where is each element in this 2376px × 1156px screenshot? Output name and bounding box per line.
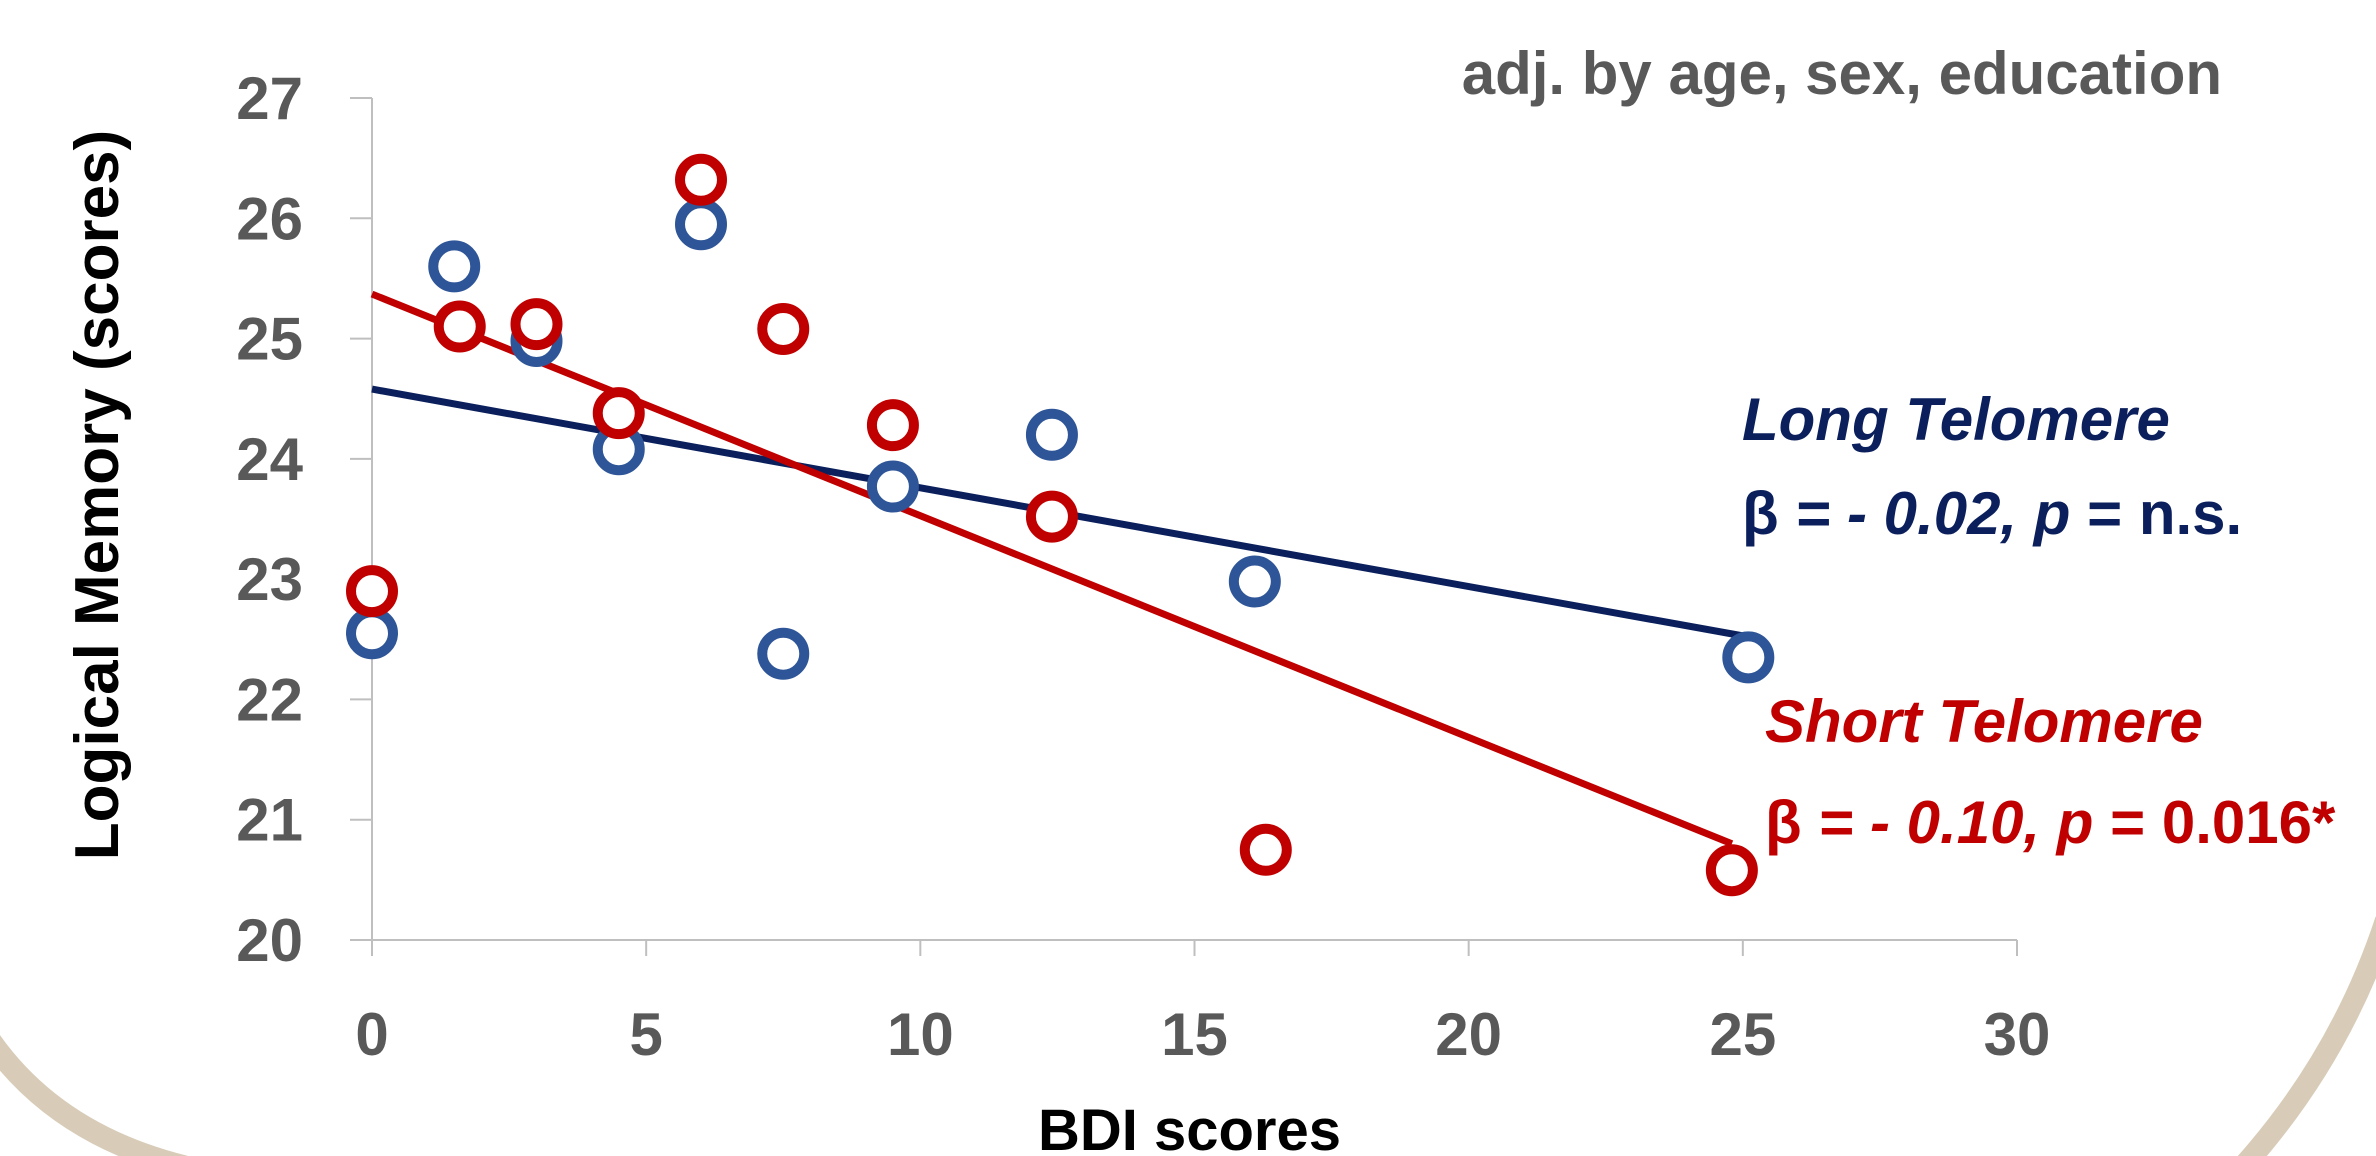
trend-lines	[370, 290, 1749, 848]
axes: 0 5 10 15 20 25 30 20 21 22 23 24 25 26 27	[236, 65, 2050, 1068]
short-telomere-stat-eq: =	[2093, 789, 2161, 856]
data-points	[346, 153, 1775, 897]
y-tick-label: 20	[236, 907, 303, 974]
short-telomere-stat-p: p	[2055, 789, 2094, 856]
long-telomere-point	[866, 460, 919, 513]
short-telomere-name-label: Short Telomere	[1765, 688, 2203, 755]
short-telomere-point	[592, 387, 645, 440]
long-telomere-stat-p: p	[2032, 480, 2071, 547]
y-tick-label: 23	[236, 546, 303, 613]
y-tick-label: 27	[236, 65, 303, 132]
y-axis-title: Logical Memory (scores)	[63, 130, 132, 860]
short-telomere-point	[1705, 844, 1758, 897]
long-telomere-stat-pvalue: n.s.	[2139, 480, 2242, 547]
long-telomere-point	[1722, 631, 1775, 684]
x-tick-label: 30	[1984, 1001, 2051, 1068]
long-telomere-point	[346, 607, 398, 660]
long-telomere-point	[1228, 555, 1281, 608]
long-telomere-name-label: Long Telomere	[1742, 386, 2170, 453]
short-telomere-stat-pvalue: 0.016*	[2162, 789, 2336, 856]
long-telomere-point	[1025, 408, 1078, 461]
short-telomere-stat-coef: = - 0.10,	[1802, 789, 2057, 856]
x-tick-label: 10	[887, 1001, 954, 1068]
x-tick-label: 25	[1709, 1001, 1776, 1068]
long-telomere-point	[675, 198, 727, 251]
long-telomere-stat-eq: =	[2070, 480, 2138, 547]
y-tick-label: 21	[236, 787, 303, 854]
short-telomere-point	[1239, 823, 1292, 876]
long-telomere-stat-coef: = - 0.02,	[1779, 480, 2034, 547]
long-telomere-point	[757, 627, 810, 680]
long-telomere-stat-label: β = - 0.02, p = n.s.	[1742, 480, 2242, 547]
x-tick-label: 5	[629, 1001, 662, 1068]
long-telomere-stat-beta: β	[1742, 480, 1779, 547]
y-tick-label: 25	[236, 306, 303, 373]
short-telomere-point	[866, 399, 919, 452]
x-axis-title: BDI scores	[1038, 1098, 1341, 1156]
x-tick-label: 20	[1435, 1001, 1502, 1068]
decorative-arc-right	[2237, 916, 2376, 1156]
short-telomere-point	[510, 298, 563, 351]
short-telomere-point	[1025, 490, 1078, 543]
short-telomere-stat-beta: β	[1765, 789, 1802, 856]
y-tick-label: 26	[236, 185, 303, 252]
short-telomere-stat-label: β = - 0.10, p = 0.016*	[1765, 789, 2336, 856]
short-telomere-point	[675, 153, 727, 206]
x-tick-label: 0	[355, 1001, 388, 1068]
short-telomere-point	[346, 565, 398, 618]
chart-labels: BDI scores Logical Memory (scores) adj. by…	[63, 40, 2336, 1156]
long-telomere-point	[428, 240, 481, 293]
adjustment-note: adj. by age, sex, education	[1462, 40, 2222, 107]
y-tick-label: 22	[236, 666, 303, 733]
x-tick-label: 15	[1161, 1001, 1228, 1068]
decorative-arc-left	[0, 1035, 189, 1156]
short-telomere-point	[433, 300, 486, 353]
y-tick-label: 24	[236, 426, 303, 493]
short-telomere-trend-line	[370, 290, 1734, 848]
short-telomere-point	[757, 302, 810, 355]
